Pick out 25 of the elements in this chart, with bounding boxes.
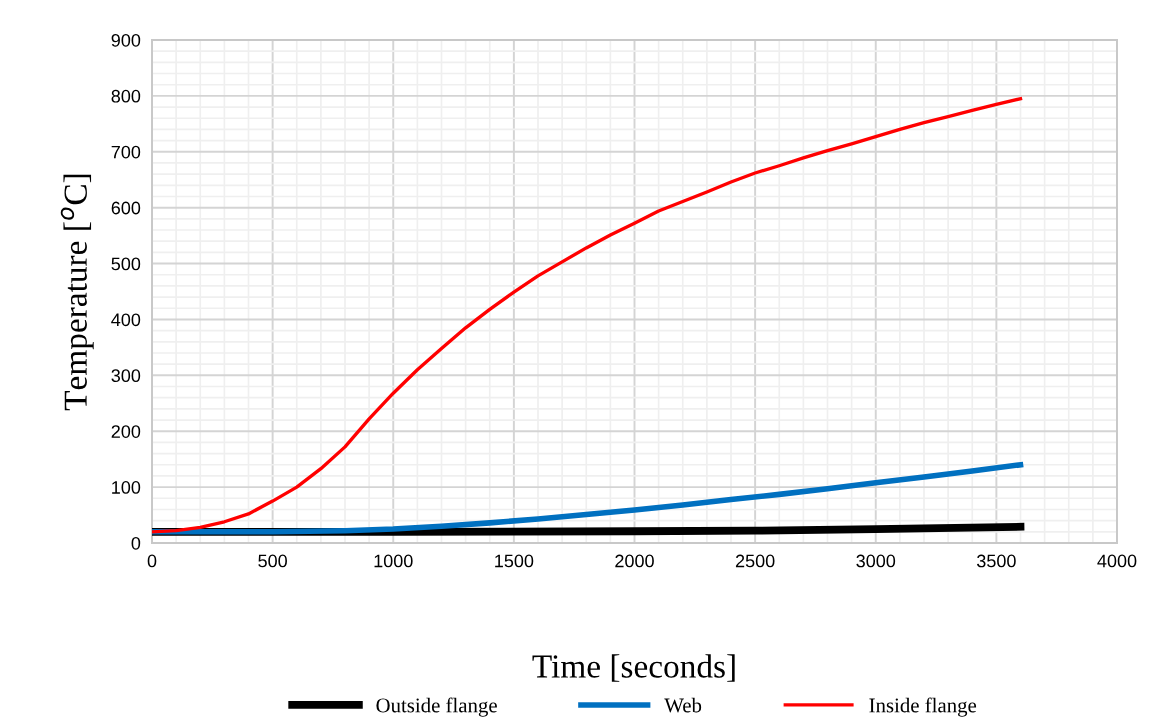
x-tick-label: 3000 [856, 554, 896, 568]
y-tick-label: 0 [131, 536, 141, 550]
y-tick-label: 200 [111, 425, 141, 438]
x-axis-title: Time [seconds] [532, 654, 735, 682]
y-tick-label: 100 [112, 481, 141, 494]
y-tick-label: 800 [111, 89, 141, 103]
y-tick-label: 400 [111, 313, 141, 327]
legend-label: Outside flange [376, 697, 497, 717]
x-tick-label: 2000 [615, 554, 654, 568]
x-tick-label: 0 [147, 554, 157, 568]
y-tick-label: 900 [111, 33, 141, 47]
y-tick-label: 600 [111, 201, 141, 215]
legend-label: Inside flange [869, 697, 977, 717]
x-tick-label: 4000 [1097, 554, 1137, 568]
x-tick-label: 1500 [495, 554, 534, 568]
y-tick-label: 500 [111, 257, 141, 271]
y-tick-label: 300 [111, 369, 141, 383]
legend-label: Web [664, 697, 702, 713]
x-tick-label: 3500 [976, 554, 1016, 568]
y-axis-title: Temperature [$^{o}$C] [60, 174, 94, 411]
x-tick-label: 1000 [374, 554, 413, 568]
x-tick-label: 2500 [735, 554, 775, 568]
line-series [152, 97, 1023, 534]
x-tick-label: 500 [258, 554, 287, 568]
y-tick-label: 700 [111, 145, 141, 159]
